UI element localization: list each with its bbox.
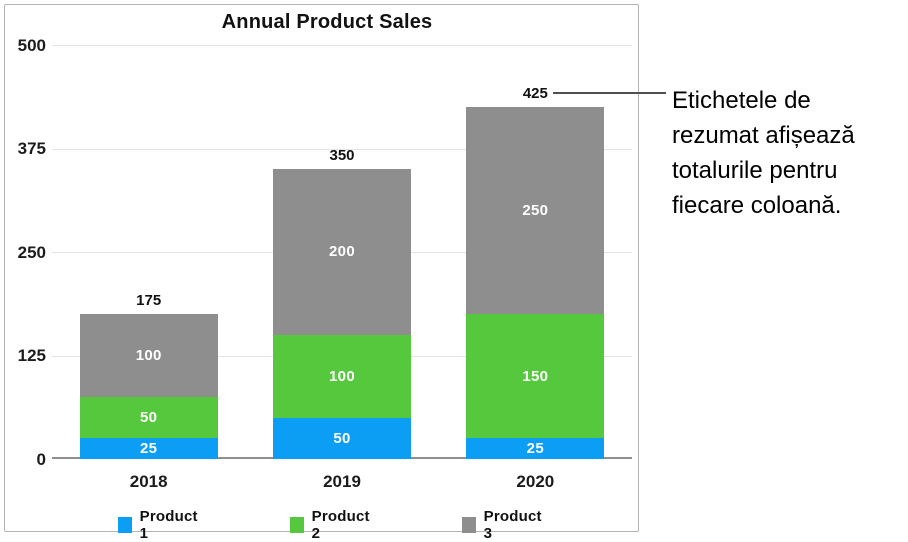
bar-segment-product-3-2020[interactable]: 250 (466, 107, 605, 315)
bar-segment-value-label: 250 (522, 202, 549, 220)
y-axis-tick-label-375: 375 (17, 139, 46, 158)
legend-item-product-2[interactable]: Product 2 (290, 508, 372, 542)
plot-area: 25 50 100 175 50 100 200 350 25 150 250 425 (52, 45, 632, 459)
x-axis-category-label-2018: 2018 (129, 472, 168, 491)
bar-segment-value-label: 150 (522, 367, 549, 385)
bar-segment-value-label: 25 (140, 440, 158, 458)
legend-swatch-icon (462, 517, 476, 533)
bar-segment-product-1-2019[interactable]: 50 (273, 417, 411, 459)
legend-swatch-icon (118, 517, 132, 533)
bar-segment-value-label: 50 (140, 409, 158, 427)
chart-title: Annual Product Sales (221, 11, 433, 33)
callout-connector-line (553, 92, 666, 94)
legend-item-label: Product 1 (139, 508, 198, 542)
bar-segment-product-2-2020[interactable]: 150 (466, 314, 605, 439)
bar-segment-product-2-2019[interactable]: 100 (273, 334, 411, 418)
legend-item-product-1[interactable]: Product 1 (118, 508, 200, 542)
gridline-500 (52, 45, 632, 46)
bar-segment-product-1-2018[interactable]: 25 (79, 438, 218, 459)
bar-segment-product-3-2018[interactable]: 100 (79, 314, 218, 397)
bar-segment-value-label: 100 (329, 367, 355, 385)
bar-segment-value-label: 100 (135, 346, 162, 364)
x-axis-category-label-2020: 2020 (516, 472, 555, 491)
gridline-375 (52, 148, 632, 150)
bar-segment-value-label: 50 (333, 429, 351, 447)
bar-segment-value-label: 25 (526, 440, 544, 458)
bar-segment-product-1-2020[interactable]: 25 (466, 438, 605, 459)
bar-segment-product-2-2018[interactable]: 50 (79, 396, 218, 439)
bar-segment-value-label: 200 (329, 243, 355, 261)
bar-total-label-2020: 425 (522, 85, 548, 103)
y-axis-tick-label-125: 125 (17, 346, 46, 365)
legend-item-product-3[interactable]: Product 3 (462, 508, 544, 542)
legend-item-label: Product 2 (311, 508, 370, 542)
bar-segment-product-3-2019[interactable]: 200 (273, 169, 411, 335)
annotation-text: Etichetele de rezumat afișează totaluril… (672, 87, 855, 219)
bar-total-label-2019: 350 (329, 147, 355, 165)
y-axis-tick-label-250: 250 (17, 242, 46, 262)
y-axis-tick-label-0: 0 (36, 449, 46, 469)
legend-item-label: Product 3 (483, 508, 542, 542)
bar-total-label-2018: 175 (136, 292, 162, 310)
legend-swatch-icon (290, 517, 304, 533)
y-axis-tick-label-500: 500 (17, 35, 46, 55)
x-axis-category-label-2019: 2019 (323, 472, 361, 491)
